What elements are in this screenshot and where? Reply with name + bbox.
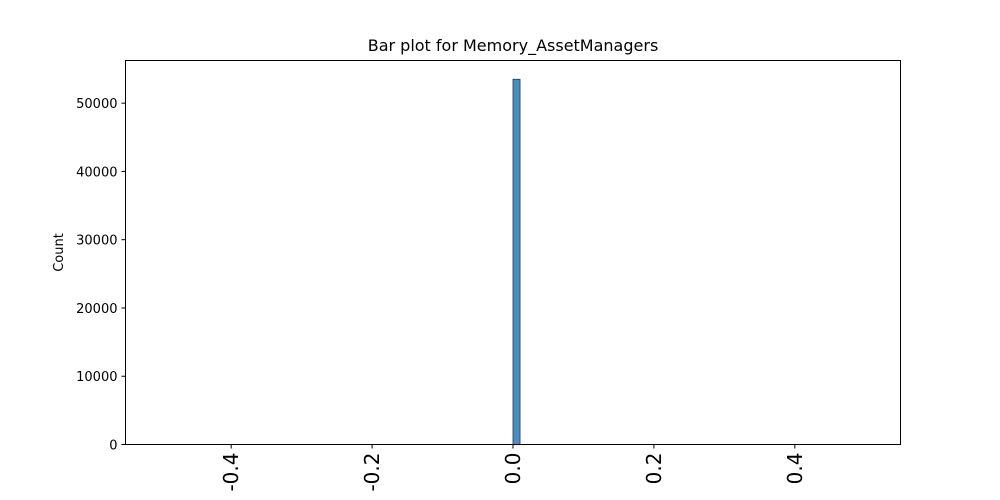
- y-tick-label: 0: [109, 439, 117, 454]
- y-axis-ticks: 0 10000 20000 30000 40000 50000: [76, 97, 126, 454]
- x-tick-label: 0.2: [642, 453, 666, 485]
- y-tick-label: 40000: [76, 165, 117, 180]
- plot-area-frame: [125, 60, 901, 445]
- x-tick-label: 0.4: [783, 453, 807, 485]
- bar: [512, 78, 521, 445]
- x-tick-label: -0.4: [219, 453, 243, 492]
- y-tick-label: 30000: [76, 234, 117, 249]
- y-axis-label: Count: [52, 233, 67, 272]
- y-tick-label: 20000: [76, 302, 117, 317]
- chart-title: Bar plot for Memory_AssetManagers: [368, 36, 659, 56]
- x-tick-label: 0.0: [501, 453, 525, 485]
- bars: [512, 78, 521, 445]
- x-axis-ticks: -0.4 -0.2 0.0 0.2 0.4: [219, 444, 807, 492]
- y-tick-label: 50000: [76, 97, 117, 112]
- x-tick-label: -0.2: [360, 453, 384, 492]
- y-tick-label: 10000: [76, 370, 117, 385]
